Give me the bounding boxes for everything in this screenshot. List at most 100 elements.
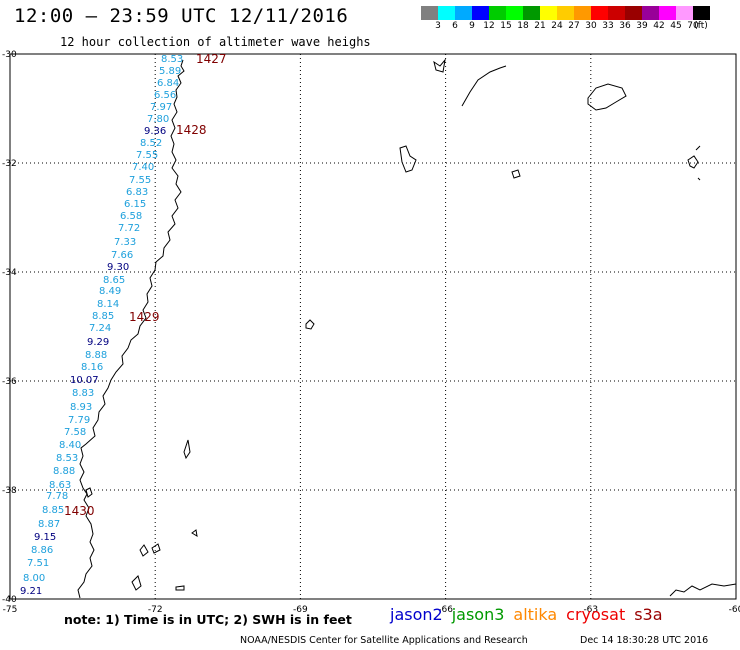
wave-height-value: 6.84 (157, 78, 179, 89)
colorbar-swatch (693, 6, 710, 20)
lon-tick-label: -69 (293, 605, 308, 615)
legend-entry: jason2 (390, 605, 443, 624)
colorbar-swatch (489, 6, 506, 20)
coastline-island-juan-fernandez (305, 319, 315, 330)
wave-height-value: 9.36 (144, 126, 166, 137)
wave-height-value: 7.72 (118, 223, 140, 234)
wave-height-value: 7.66 (111, 250, 133, 261)
wave-height-value: 8.83 (72, 388, 94, 399)
colorbar-swatch (438, 6, 455, 20)
colorbar-label: (ft) (694, 21, 708, 31)
wave-height-value: 7.55 (136, 150, 158, 161)
wave-height-value: 9.21 (20, 586, 42, 597)
lon-tick-label: -60 (729, 605, 740, 615)
lat-tick-label: -30 (2, 50, 17, 60)
wave-height-value: 8.16 (81, 362, 103, 373)
lon-tick-label: -63 (583, 605, 598, 615)
coastline-east-north (399, 58, 701, 181)
colorbar-swatch (421, 6, 438, 20)
lat-tick-label: -40 (2, 595, 17, 605)
wave-height-value: 6.58 (120, 211, 142, 222)
wave-height-value: 6.15 (124, 199, 146, 210)
pass-labels: 1427 1428 1429 1430 (64, 52, 227, 518)
wave-height-value: 8.65 (103, 275, 125, 286)
wave-height-value: 8.85 (92, 311, 114, 322)
pass-number-label: 1427 (196, 52, 227, 66)
colorbar-swatch (676, 6, 693, 20)
colorbar-label: 39 (636, 21, 648, 31)
coastline-mainland (77, 59, 185, 599)
wave-height-value: 6.56 (154, 90, 176, 101)
colorbar-swatches (421, 6, 727, 20)
wave-height-value: 7.33 (114, 237, 136, 248)
colorbar-label: 3 (435, 21, 441, 31)
wave-height-value: 6.83 (126, 187, 148, 198)
wave-height-value: 8.53 (56, 453, 78, 464)
wave-height-value: 8.40 (59, 440, 81, 451)
colorbar-labels: 3 6 9 12 15 18 21 24 27 30 33 36 39 42 45 70 (ft) (421, 21, 727, 35)
credit-line: NOAA/NESDIS Center for Satellite Applica… (240, 635, 528, 646)
wave-height-value: 8.87 (38, 519, 60, 530)
colorbar-label: 27 (568, 21, 580, 31)
wave-height-value: 8.85 (42, 505, 64, 516)
colorbar-label: 33 (602, 21, 614, 31)
wave-height-value: 8.88 (53, 466, 75, 477)
wave-height-value: 9.30 (107, 262, 129, 273)
colorbar-label: 24 (551, 21, 563, 31)
lon-tick-label: -66 (438, 605, 453, 615)
colorbar-swatch (574, 6, 591, 20)
colorbar-swatch (506, 6, 523, 20)
colorbar-swatch (625, 6, 642, 20)
map-frame (9, 53, 737, 600)
wave-height-value: 8.53 (161, 54, 183, 65)
pass-number-label: 1430 (64, 504, 95, 518)
wave-height-value: 7.80 (147, 114, 169, 125)
lat-tick-label: -38 (2, 486, 17, 496)
wave-height-values: 8.535.896.846.567.977.809.368.527.557.40… (20, 54, 183, 597)
wave-height-value: 7.78 (46, 491, 68, 502)
wave-height-value: 8.63 (49, 480, 71, 491)
colorbar-label: 42 (653, 21, 665, 31)
wave-height-colorbar: 3 6 9 12 15 18 21 24 27 30 33 36 39 42 45 70 (ft) (421, 6, 727, 35)
colorbar-label: 30 (585, 21, 597, 31)
wave-height-value: 7.55 (129, 175, 151, 186)
colorbar-label: 12 (483, 21, 495, 31)
wave-height-value: 10.07 (70, 375, 99, 386)
wave-height-value: 7.97 (150, 102, 172, 113)
colorbar-swatch (557, 6, 574, 20)
colorbar-label: 21 (534, 21, 546, 31)
colorbar-label: 9 (469, 21, 475, 31)
legend-entry: cryosat (566, 605, 626, 624)
graticule (10, 54, 736, 599)
wave-height-value: 7.51 (27, 558, 49, 569)
generated-timestamp: Dec 14 18:30:28 UTC 2016 (580, 635, 709, 646)
wave-height-value: 5.89 (159, 66, 181, 77)
lon-tick-label: -75 (3, 605, 18, 615)
wave-height-value: 8.14 (97, 299, 119, 310)
colorbar-swatch (455, 6, 472, 20)
axis-tick-labels: -75 -72 -69 -66 -63 -60 -30 -32 -34 -36 -38 -40 (2, 50, 740, 615)
lon-tick-label: -72 (148, 605, 163, 615)
wave-height-value: 8.52 (140, 138, 162, 149)
colorbar-swatch (642, 6, 659, 20)
colorbar-label: 70 (687, 21, 699, 31)
colorbar-label: 18 (517, 21, 529, 31)
lat-tick-label: -36 (2, 377, 17, 387)
wave-height-value: 7.40 (132, 162, 154, 173)
map-title: 12:00 – 23:59 UTC 12/11/2016 (14, 5, 349, 27)
wave-height-value: 7.24 (89, 323, 111, 334)
pass-number-label: 1429 (129, 310, 160, 324)
colorbar-swatch (523, 6, 540, 20)
colorbar-label: 6 (452, 21, 458, 31)
map-subtitle: 12 hour collection of altimeter wave hei… (60, 35, 371, 49)
wave-height-value: 7.79 (68, 415, 90, 426)
wave-height-value: 9.15 (34, 532, 56, 543)
colorbar-swatch (608, 6, 625, 20)
wave-height-value: 8.49 (99, 286, 121, 297)
wave-height-value: 8.88 (85, 350, 107, 361)
colorbar-swatch (591, 6, 608, 20)
pass-number-label: 1428 (176, 123, 207, 137)
legend-entry: altika (513, 605, 558, 624)
lat-tick-label: -32 (2, 159, 17, 169)
